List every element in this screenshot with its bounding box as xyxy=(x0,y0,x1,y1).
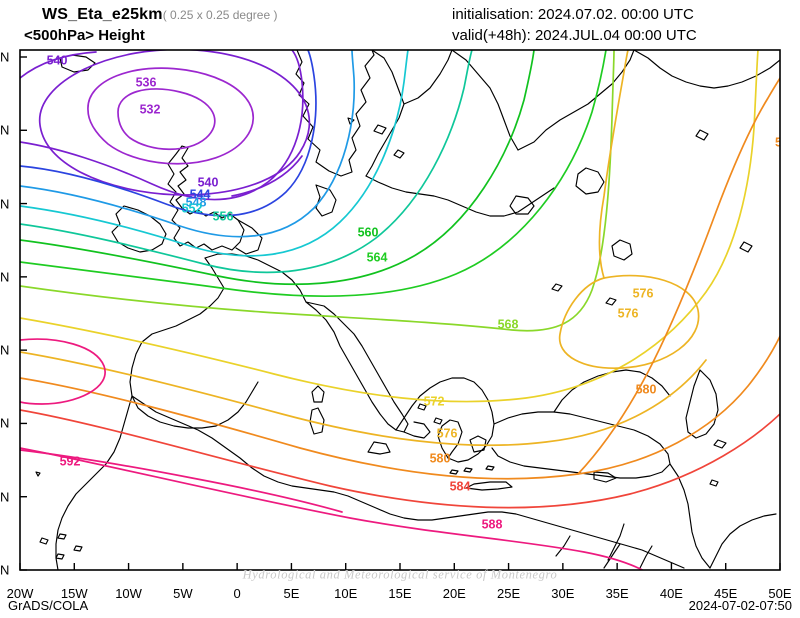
y-axis-label: N xyxy=(0,415,10,431)
contour-label: 560 xyxy=(358,225,379,239)
contour-label: 540 xyxy=(47,53,68,67)
contour-label: 564 xyxy=(367,250,388,264)
x-axis-label: 20W xyxy=(6,586,34,601)
plot-frame xyxy=(19,49,781,571)
x-axis-label: 10W xyxy=(115,586,142,601)
x-axis-label: 15E xyxy=(388,586,412,601)
contour-label: 592 xyxy=(60,454,81,468)
contour-label: 556 xyxy=(213,209,234,223)
axis-ticks xyxy=(19,56,781,571)
contour-label: 548 xyxy=(186,195,207,209)
y-axis-label: N xyxy=(0,49,10,65)
contour-label: 552 xyxy=(182,201,203,215)
x-axis-label: 20E xyxy=(442,586,466,601)
contour-label: 532 xyxy=(140,102,161,116)
y-axis-label: N xyxy=(0,196,10,212)
contour-label: 580 xyxy=(430,451,451,465)
y-axis-label: N xyxy=(0,342,10,358)
contour-label: 568 xyxy=(498,317,519,331)
x-axis-label: 5W xyxy=(173,586,193,601)
contour-label: 584 xyxy=(450,479,471,493)
contour-label: 576 xyxy=(618,306,639,320)
x-axis-label: 10E xyxy=(334,586,358,601)
model-title: WS_Eta_e25km( 0.25 x 0.25 degree ) xyxy=(42,6,277,24)
x-axis-label: 30E xyxy=(551,586,575,601)
contour-label: 536 xyxy=(136,75,157,89)
model-resolution: ( 0.25 x 0.25 degree ) xyxy=(162,8,278,22)
x-axis-label: 0 xyxy=(233,586,241,601)
contour-label: 572 xyxy=(424,394,445,408)
contour-lines xyxy=(20,50,780,570)
contour-label: 544 xyxy=(190,187,211,201)
x-axis-label: 25E xyxy=(496,586,521,601)
contour-label: 540 xyxy=(198,175,219,189)
contour-label: 576 xyxy=(633,286,654,300)
field-title: <500hPa> Height xyxy=(24,27,145,44)
model-name: WS_Eta_e25km xyxy=(42,6,163,23)
software-credit: GrADS/COLA xyxy=(8,598,89,613)
contour-label: 576 xyxy=(437,426,458,440)
contour-labels: 5405365325405445485525565605645685725765… xyxy=(47,53,789,531)
coastlines xyxy=(35,50,780,570)
y-axis-label: N xyxy=(0,489,10,505)
initialisation-time: initialisation: 2024.07.02. 00:00 UTC xyxy=(452,6,694,23)
y-axis-label: N xyxy=(0,269,10,285)
y-axis-label: N xyxy=(0,122,10,138)
x-axis-label: 50E xyxy=(768,586,792,601)
x-axis-label: 5E xyxy=(283,586,300,601)
y-axis-label: N xyxy=(0,562,10,578)
valid-time: valid(+48h): 2024.JUL.04 00:00 UTC xyxy=(452,27,697,44)
generation-timestamp: 2024-07-02-07:50 xyxy=(688,598,792,613)
x-axis-label: 15W xyxy=(60,586,88,601)
x-axis-label: 45E xyxy=(714,586,738,601)
contour-label: 588 xyxy=(482,517,503,531)
x-axis-label: 40E xyxy=(659,586,683,601)
contour-label: 58 xyxy=(775,135,789,149)
contour-label: 580 xyxy=(636,382,657,396)
x-axis-label: 35E xyxy=(605,586,629,601)
